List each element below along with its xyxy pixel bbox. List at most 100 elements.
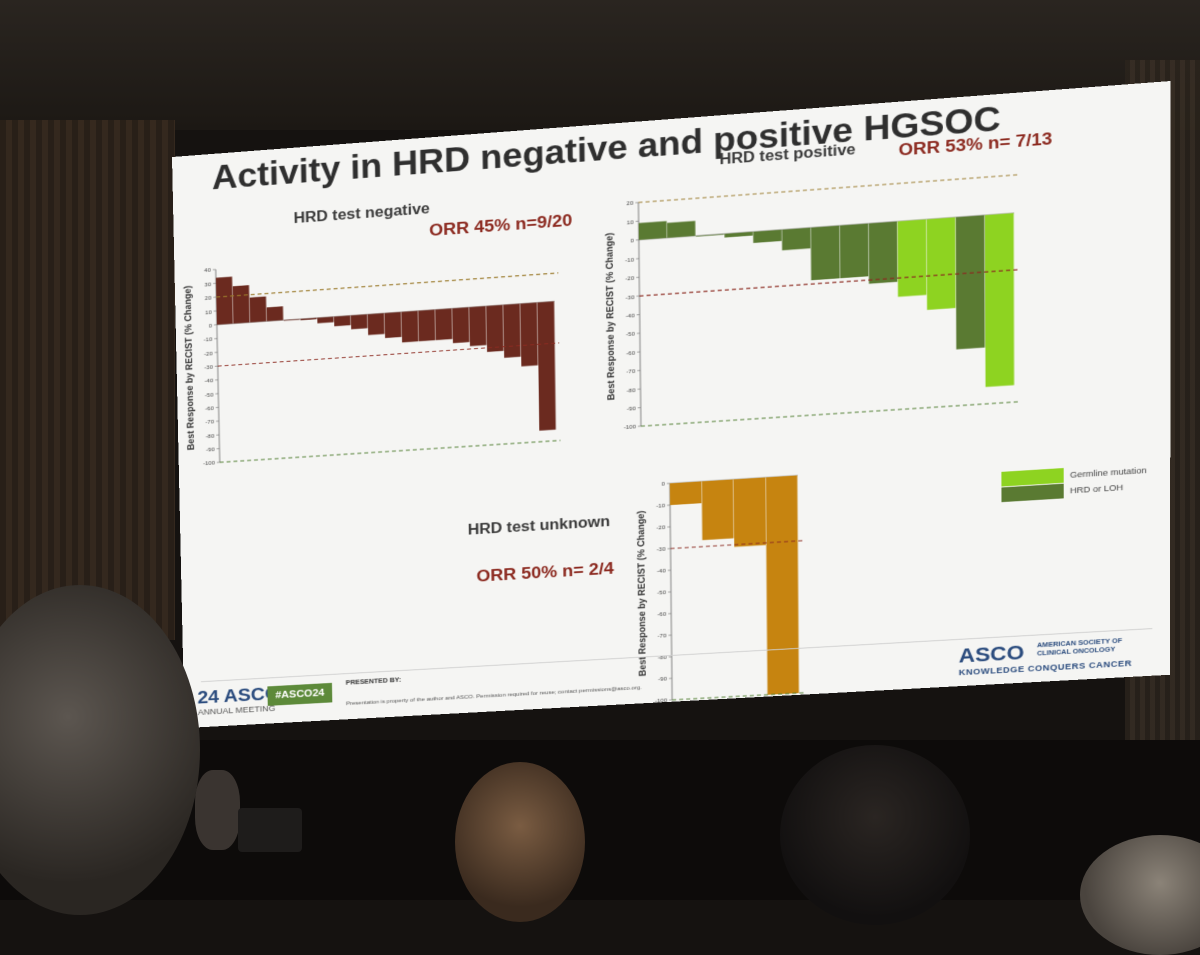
waterfall-bar <box>811 226 840 281</box>
y-tick-label: -100 <box>624 425 636 432</box>
y-tick-label: -20 <box>204 351 213 357</box>
y-tick-label: -90 <box>206 447 215 453</box>
waterfall-bar <box>520 302 537 366</box>
hashtag-badge: #ASCO24 <box>267 683 332 706</box>
society-name: AMERICAN SOCIETY OF CLINICAL ONCOLOGY <box>1037 637 1130 659</box>
waterfall-bar <box>250 296 267 322</box>
waterfall-bar <box>696 234 724 237</box>
camera-equipment <box>238 808 302 852</box>
legend-swatch-hrd <box>1001 484 1063 503</box>
y-tick-label: -80 <box>627 388 636 394</box>
waterfall-bar <box>985 213 1014 387</box>
y-tick-label: -100 <box>655 699 667 705</box>
y-tick-label: 0 <box>630 239 633 245</box>
y-tick-label: -70 <box>205 420 214 426</box>
y-tick-label: -90 <box>627 406 636 412</box>
waterfall-bar <box>734 477 766 546</box>
waterfall-bar <box>753 230 781 243</box>
waterfall-bar <box>503 304 520 358</box>
reference-line <box>220 440 561 462</box>
y-tick-label: -70 <box>626 369 635 375</box>
waterfall-bar <box>452 307 469 343</box>
y-tick-label: -20 <box>625 276 634 282</box>
presentation-slide: Activity in HRD negative and positive HG… <box>172 81 1171 728</box>
waterfall-bar <box>368 313 385 335</box>
wall-panel-left <box>0 120 175 640</box>
audience-head-right <box>780 745 970 925</box>
waterfall-bar <box>639 221 667 240</box>
y-tick-label: -50 <box>205 392 214 398</box>
waterfall-bar <box>538 301 556 430</box>
y-axis-title: Best Response by RECIST (% Change) <box>634 510 648 676</box>
y-tick-label: -50 <box>626 332 635 338</box>
waterfall-bar <box>898 219 927 296</box>
legend-label-germline: Germline mutation <box>1070 466 1147 480</box>
waterfall-bar <box>667 221 695 238</box>
y-tick-label: -50 <box>657 591 666 597</box>
audience-head-small <box>195 770 240 850</box>
reference-line <box>641 402 1019 426</box>
y-tick-label: -30 <box>657 547 666 553</box>
waterfall-bar <box>670 481 702 505</box>
y-tick-label: 0 <box>209 324 212 330</box>
y-tick-label: 30 <box>205 282 212 288</box>
waterfall-bar <box>869 221 898 283</box>
y-tick-label: -10 <box>204 337 213 343</box>
y-tick-label: -10 <box>625 257 634 263</box>
waterfall-bar <box>486 305 503 352</box>
hrd-negative-label: HRD test negative <box>293 201 429 227</box>
audience-head-center <box>455 762 585 922</box>
y-tick-label: -60 <box>657 612 666 618</box>
y-tick-label: 20 <box>205 296 212 302</box>
reference-line <box>638 175 1018 203</box>
y-tick-label: -30 <box>626 295 635 301</box>
y-axis-title: Best Response by RECIST (% Change) <box>181 285 196 450</box>
y-tick-label: -60 <box>205 406 214 412</box>
y-tick-label: 20 <box>627 201 634 207</box>
hrd-unknown-orr: ORR 50% n= 2/4 <box>476 559 614 586</box>
y-tick-label: -40 <box>626 313 635 319</box>
y-tick-label: -20 <box>656 526 665 532</box>
hrd-positive-waterfall-chart: Best Response by RECIST (% Change) 20 10 0 -… <box>592 164 1045 443</box>
y-tick-label: -40 <box>205 379 214 385</box>
waterfall-bar <box>418 310 435 342</box>
y-tick-label: 0 <box>661 482 664 488</box>
waterfall-bar <box>840 224 869 279</box>
waterfall-bar <box>317 317 333 324</box>
waterfall-bar <box>402 311 419 343</box>
y-tick-label: -40 <box>657 569 666 575</box>
waterfall-bar <box>233 285 250 323</box>
waterfall-bar <box>702 479 734 540</box>
reference-line <box>216 273 558 297</box>
waterfall-bar <box>385 312 402 338</box>
y-tick-label: -100 <box>203 461 215 467</box>
y-tick-label: -70 <box>658 634 667 640</box>
y-tick-label: 10 <box>205 310 212 316</box>
y-tick-label: -90 <box>658 677 667 683</box>
waterfall-bar <box>267 306 284 321</box>
hrd-negative-waterfall-chart: Best Response by RECIST (% Change) 40 30 20… <box>174 235 574 479</box>
y-tick-label: -80 <box>206 434 215 440</box>
y-tick-label: 10 <box>627 220 634 226</box>
waterfall-bar <box>956 215 985 349</box>
waterfall-bar <box>216 277 233 325</box>
y-axis-title: Best Response by RECIST (% Change) <box>603 232 617 400</box>
waterfall-bar <box>351 314 368 329</box>
waterfall-bar <box>766 475 799 694</box>
y-axis-line <box>670 483 672 700</box>
hrd-unknown-waterfall-chart: Best Response by RECIST (% Change) 0 -10 -2… <box>623 464 868 709</box>
y-tick-label: -30 <box>204 365 213 371</box>
waterfall-bar <box>435 308 452 340</box>
hrd-unknown-label: HRD test unknown <box>468 514 610 539</box>
waterfall-bar <box>334 315 351 326</box>
disclaimer-text: Presentation is property of the author a… <box>346 685 642 707</box>
waterfall-bar <box>927 217 956 310</box>
legend-label-hrd: HRD or LOH <box>1070 483 1123 495</box>
waterfall-bar <box>782 228 810 251</box>
meeting-year: 24 <box>197 687 219 708</box>
y-tick-label: -10 <box>656 504 665 510</box>
presented-by-label: PRESENTED BY: <box>346 677 401 686</box>
y-tick-label: 40 <box>204 268 211 274</box>
y-tick-label: -60 <box>626 351 635 357</box>
chart-legend: Germline mutation HRD or LOH <box>1001 462 1157 508</box>
